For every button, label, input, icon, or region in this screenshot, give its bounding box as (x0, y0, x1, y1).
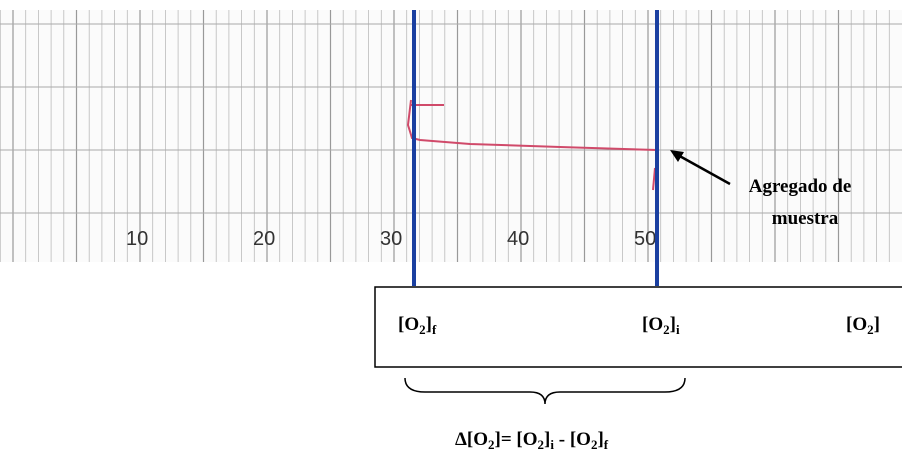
scale-label: 40 (507, 228, 529, 250)
axis-box (375, 287, 902, 367)
initial-label: [O2]i (642, 314, 680, 337)
scale-label: 50 (634, 228, 656, 250)
scale-label: 30 (380, 228, 402, 250)
formula: Δ[O2]= [O2]i - [O2]f (455, 429, 609, 452)
annotation-line: Agregado de (749, 176, 852, 197)
page: 10 20 30 40 50 Agregado de muestra [O2]f [O2… (0, 0, 902, 454)
chart-paper (0, 10, 902, 262)
annotation-line: muestra (772, 208, 839, 229)
scale-label: 20 (253, 228, 275, 250)
axis-label: [O2] (846, 314, 880, 337)
brace (405, 378, 685, 404)
final-label: [O2]f (398, 314, 437, 337)
scale-label: 10 (126, 228, 148, 250)
